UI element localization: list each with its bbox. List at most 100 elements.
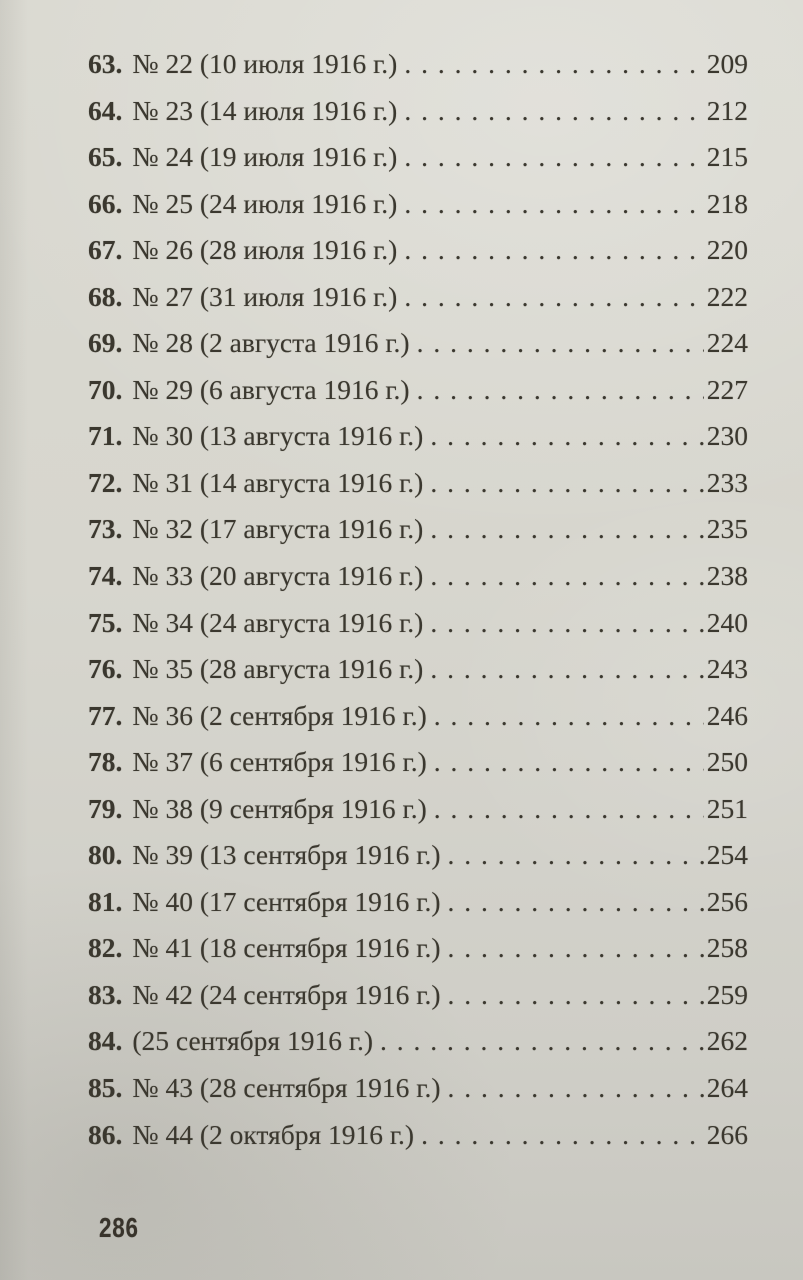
- entry-page-number: 238: [706, 560, 748, 592]
- table-of-contents: 63. № 22 (10 июля 1916 г.) 209 64. № 23 …: [88, 41, 748, 1158]
- dot-leader: [421, 1112, 704, 1159]
- entry-title: № 28 (2 августа 1916 г.): [132, 327, 410, 359]
- entry-page-number: 222: [706, 280, 748, 312]
- entry-index: 77.: [88, 699, 123, 731]
- dot-leader: [417, 367, 704, 414]
- entry-page-number: 240: [706, 606, 748, 638]
- entry-title: № 31 (14 августа 1916 г.): [132, 466, 424, 498]
- toc-entry: 75. № 34 (24 августа 1916 г.) 240: [88, 600, 748, 647]
- toc-entry: 72. № 31 (14 августа 1916 г.) 233: [88, 460, 748, 507]
- toc-entry: 78. № 37 (6 сентября 1916 г.) 250: [88, 739, 748, 786]
- dot-leader: [404, 227, 703, 274]
- entry-index: 73.: [88, 513, 123, 545]
- dot-leader: [448, 832, 704, 879]
- toc-entry: 80. № 39 (13 сентября 1916 г.) 254: [88, 832, 748, 879]
- dot-leader: [448, 925, 704, 972]
- entry-title: № 37 (6 сентября 1916 г.): [132, 746, 427, 778]
- entry-index: 75.: [88, 606, 123, 638]
- entry-page-number: 224: [706, 327, 748, 359]
- page-number-folio: 286: [99, 1212, 139, 1243]
- entry-page-number: 264: [706, 1072, 748, 1104]
- entry-title: № 39 (13 сентября 1916 г.): [132, 839, 441, 871]
- entry-title: № 41 (18 сентября 1916 г.): [132, 932, 441, 964]
- toc-entry: 73. № 32 (17 августа 1916 г.) 235: [88, 506, 748, 553]
- dot-leader: [404, 134, 703, 181]
- entry-title: № 34 (24 августа 1916 г.): [132, 606, 424, 638]
- entry-index: 81.: [88, 885, 123, 917]
- entry-page-number: 266: [706, 1118, 748, 1150]
- dot-leader: [430, 600, 703, 647]
- entry-index: 66.: [88, 187, 123, 219]
- entry-title: № 22 (10 июля 1916 г.): [132, 48, 398, 79]
- entry-index: 76.: [88, 653, 123, 685]
- entry-index: 78.: [88, 746, 123, 778]
- entry-page-number: 220: [706, 234, 748, 266]
- entry-title: № 36 (2 сентября 1916 г.): [132, 699, 427, 731]
- toc-entry: 83. № 42 (24 сентября 1916 г.) 259: [88, 972, 748, 1019]
- toc-entry: 74. № 33 (20 августа 1916 г.) 238: [88, 553, 748, 600]
- toc-entry: 69. № 28 (2 августа 1916 г.) 224: [88, 320, 748, 367]
- entry-page-number: 246: [706, 699, 748, 731]
- dot-leader: [430, 506, 703, 553]
- toc-entry: 81. № 40 (17 сентября 1916 г.) 256: [88, 879, 748, 926]
- toc-entry: 70. № 29 (6 августа 1916 г.) 227: [88, 367, 748, 414]
- entry-title: № 40 (17 сентября 1916 г.): [132, 885, 441, 917]
- dot-leader: [404, 274, 703, 321]
- toc-entry: 68. № 27 (31 июля 1916 г.) 222: [88, 274, 748, 321]
- entry-page-number: 215: [706, 141, 748, 173]
- dot-leader: [380, 1018, 704, 1065]
- toc-entry: 63. № 22 (10 июля 1916 г.) 209: [88, 41, 748, 88]
- dot-leader: [448, 972, 704, 1019]
- entry-page-number: 230: [706, 420, 748, 452]
- entry-page-number: 258: [706, 932, 748, 964]
- toc-entry: 86. № 44 (2 октября 1916 г.) 266: [88, 1112, 748, 1159]
- dot-leader: [448, 1065, 704, 1112]
- dot-leader: [430, 646, 703, 693]
- entry-title: № 43 (28 сентября 1916 г.): [132, 1072, 441, 1104]
- dot-leader: [434, 739, 704, 786]
- toc-entry: 85. № 43 (28 сентября 1916 г.) 264: [88, 1065, 748, 1112]
- entry-index: 82.: [88, 932, 123, 964]
- entry-page-number: 209: [706, 48, 748, 79]
- entry-title: № 24 (19 июля 1916 г.): [132, 141, 398, 173]
- toc-entry: 77. № 36 (2 сентября 1916 г.) 246: [88, 693, 748, 740]
- entry-index: 74.: [88, 560, 123, 592]
- toc-entry: 82. № 41 (18 сентября 1916 г.) 258: [88, 925, 748, 972]
- entry-title: № 27 (31 июля 1916 г.): [132, 280, 398, 312]
- entry-page-number: 235: [706, 513, 748, 545]
- entry-index: 70.: [88, 373, 123, 405]
- toc-entry: 64. № 23 (14 июля 1916 г.) 212: [88, 88, 748, 135]
- entry-title: № 42 (24 сентября 1916 г.): [132, 978, 441, 1010]
- entry-title: № 26 (28 июля 1916 г.): [132, 234, 398, 266]
- entry-index: 86.: [88, 1118, 123, 1150]
- entry-index: 71.: [88, 420, 123, 452]
- entry-page-number: 259: [706, 978, 748, 1010]
- entry-title: № 32 (17 августа 1916 г.): [132, 513, 424, 545]
- entry-page-number: 233: [706, 466, 748, 498]
- dot-leader: [417, 320, 704, 367]
- entry-index: 84.: [88, 1025, 123, 1057]
- entry-title: № 38 (9 сентября 1916 г.): [132, 792, 427, 824]
- entry-index: 64.: [88, 94, 123, 126]
- dot-leader: [404, 181, 703, 228]
- toc-entry: 67. № 26 (28 июля 1916 г.) 220: [88, 227, 748, 274]
- entry-title: № 44 (2 октября 1916 г.): [132, 1118, 415, 1150]
- entry-page-number: 262: [706, 1025, 748, 1057]
- entry-title: № 35 (28 августа 1916 г.): [132, 653, 424, 685]
- entry-index: 85.: [88, 1072, 123, 1104]
- entry-index: 69.: [88, 327, 123, 359]
- entry-title: (25 сентября 1916 г.): [132, 1025, 374, 1057]
- entry-index: 63.: [88, 48, 123, 79]
- dot-leader: [404, 41, 703, 88]
- entry-title: № 33 (20 августа 1916 г.): [132, 560, 424, 592]
- entry-title: № 23 (14 июля 1916 г.): [132, 94, 398, 126]
- entry-title: № 25 (24 июля 1916 г.): [132, 187, 398, 219]
- toc-entry: 66. № 25 (24 июля 1916 г.) 218: [88, 181, 748, 228]
- entry-page-number: 254: [706, 839, 748, 871]
- toc-entry: 65. № 24 (19 июля 1916 г.) 215: [88, 134, 748, 181]
- dot-leader: [448, 879, 704, 926]
- dot-leader: [404, 88, 703, 135]
- entry-page-number: 227: [706, 373, 748, 405]
- dot-leader: [434, 693, 704, 740]
